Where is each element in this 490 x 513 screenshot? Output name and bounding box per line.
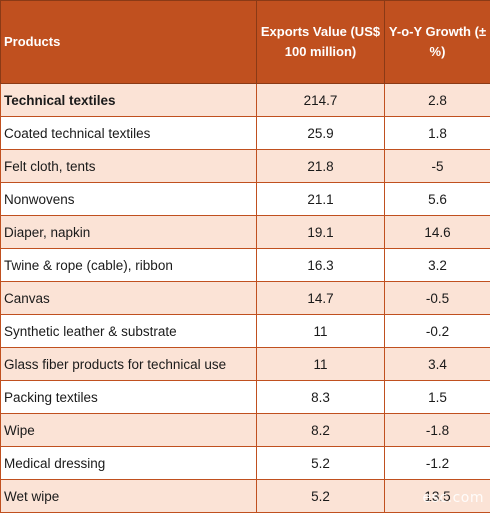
- growth-cell: -0.5: [385, 282, 490, 315]
- value-cell: 8.2: [257, 414, 385, 447]
- table-row: Technical textiles 214.7 2.8: [1, 84, 490, 117]
- value-cell: 21.1: [257, 183, 385, 216]
- product-cell: Glass fiber products for technical use: [1, 348, 257, 381]
- table-row: Wipe 8.2 -1.8: [1, 414, 490, 447]
- growth-cell: -1.8: [385, 414, 490, 447]
- table-row: Nonwovens 21.1 5.6: [1, 183, 490, 216]
- growth-cell: 2.8: [385, 84, 490, 117]
- product-cell: Packing textiles: [1, 381, 257, 414]
- header-exports-value: Exports Value (US$ 100 million): [257, 1, 385, 84]
- table-row: Twine & rope (cable), ribbon 16.3 3.2: [1, 249, 490, 282]
- growth-cell: -5: [385, 150, 490, 183]
- table-row: Synthetic leather & substrate 11 -0.2: [1, 315, 490, 348]
- table-row: Medical dressing 5.2 -1.2: [1, 447, 490, 480]
- growth-cell: 5.6: [385, 183, 490, 216]
- value-cell: 5.2: [257, 480, 385, 513]
- value-cell: 214.7: [257, 84, 385, 117]
- product-cell: Wipe: [1, 414, 257, 447]
- growth-cell: 14.6: [385, 216, 490, 249]
- value-cell: 19.1: [257, 216, 385, 249]
- value-cell: 14.7: [257, 282, 385, 315]
- value-cell: 21.8: [257, 150, 385, 183]
- table-row: Wet wipe 5.2 13.5: [1, 480, 490, 513]
- product-cell: Diaper, napkin: [1, 216, 257, 249]
- growth-cell: -0.2: [385, 315, 490, 348]
- product-cell: Canvas: [1, 282, 257, 315]
- table-row: Felt cloth, tents 21.8 -5: [1, 150, 490, 183]
- product-cell: Twine & rope (cable), ribbon: [1, 249, 257, 282]
- table-row: Canvas 14.7 -0.5: [1, 282, 490, 315]
- growth-cell: 1.5: [385, 381, 490, 414]
- table-row: Diaper, napkin 19.1 14.6: [1, 216, 490, 249]
- product-cell: Medical dressing: [1, 447, 257, 480]
- product-cell: Nonwovens: [1, 183, 257, 216]
- header-products: Products: [1, 1, 257, 84]
- product-cell: Technical textiles: [1, 84, 257, 117]
- value-cell: 8.3: [257, 381, 385, 414]
- value-cell: 5.2: [257, 447, 385, 480]
- watermark: esc.com: [423, 490, 484, 506]
- header-yoy-growth: Y-o-Y Growth (±%): [385, 1, 490, 84]
- table-row: Coated technical textiles 25.9 1.8: [1, 117, 490, 150]
- growth-cell: -1.2: [385, 447, 490, 480]
- product-cell: Coated technical textiles: [1, 117, 257, 150]
- product-cell: Wet wipe: [1, 480, 257, 513]
- table-row: Packing textiles 8.3 1.5: [1, 381, 490, 414]
- growth-cell: 1.8: [385, 117, 490, 150]
- growth-cell: 3.2: [385, 249, 490, 282]
- product-cell: Synthetic leather & substrate: [1, 315, 257, 348]
- table-row: Glass fiber products for technical use 1…: [1, 348, 490, 381]
- product-cell: Felt cloth, tents: [1, 150, 257, 183]
- header-row: Products Exports Value (US$ 100 million)…: [1, 1, 490, 84]
- value-cell: 11: [257, 315, 385, 348]
- growth-cell: 3.4: [385, 348, 490, 381]
- value-cell: 25.9: [257, 117, 385, 150]
- value-cell: 11: [257, 348, 385, 381]
- value-cell: 16.3: [257, 249, 385, 282]
